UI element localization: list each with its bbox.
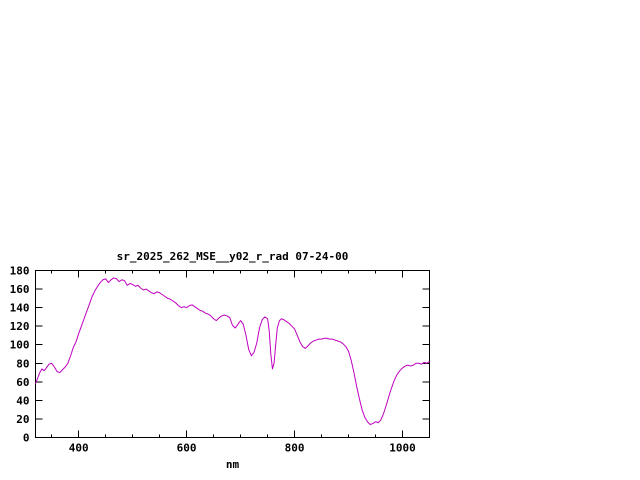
- y-tick-label: 40: [16, 394, 29, 407]
- x-tick-label: 800: [285, 442, 305, 455]
- chart-title: sr_2025_262_MSE__y02_r_rad 07-24-00: [116, 250, 349, 263]
- y-tick-label: 140: [10, 302, 30, 315]
- x-tick-label: 1000: [389, 442, 416, 455]
- y-tick-label: 0: [23, 432, 30, 445]
- plot-border: [35, 270, 430, 438]
- y-tick-label: 160: [10, 283, 30, 296]
- y-tick-label: 100: [10, 339, 30, 352]
- y-tick-label: 80: [16, 357, 29, 370]
- x-axis-label: nm: [225, 458, 240, 471]
- y-tick-label: 120: [10, 320, 30, 333]
- y-tick-label: 180: [10, 265, 30, 278]
- y-tick-label: 60: [16, 376, 29, 389]
- y-tick-label: 20: [16, 413, 29, 426]
- x-tick-label: 400: [69, 442, 89, 455]
- spectral-curve: [35, 277, 430, 426]
- x-tick-label: 600: [177, 442, 197, 455]
